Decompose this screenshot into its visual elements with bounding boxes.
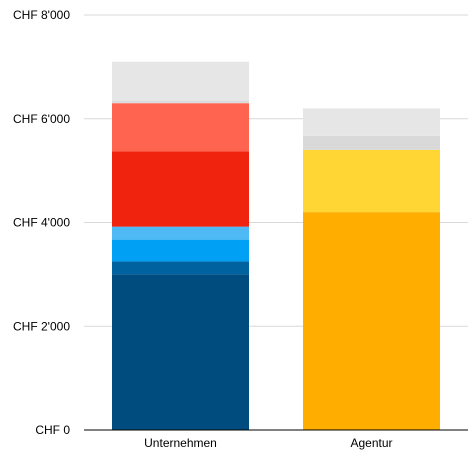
y-tick-label: CHF 8'000 xyxy=(13,8,70,22)
x-category-label: Unternehmen xyxy=(144,436,217,450)
bar-segment xyxy=(112,61,249,101)
x-axis-labels: Unternehmen Agentur xyxy=(144,436,392,450)
bar-segment xyxy=(112,226,249,240)
y-tick-label: CHF 2'000 xyxy=(13,319,70,333)
bar-segment xyxy=(112,103,249,152)
bar-segment xyxy=(303,108,440,136)
y-axis-labels: CHF 0 CHF 2'000 CHF 4'000 CHF 6'000 CHF 8'00… xyxy=(13,8,70,437)
x-category-label: Agentur xyxy=(350,436,392,450)
bar-segment xyxy=(303,135,440,150)
bar-stack-unternehmen xyxy=(112,61,249,430)
bar-segment xyxy=(112,239,249,262)
bar-segment xyxy=(303,149,440,213)
bar-segment xyxy=(303,212,440,430)
y-tick-label: CHF 6'000 xyxy=(13,112,70,126)
bars xyxy=(112,61,440,430)
bar-segment xyxy=(112,274,249,430)
y-tick-label: CHF 0 xyxy=(35,423,70,437)
bar-stack-agentur xyxy=(303,108,440,430)
bar-segment xyxy=(112,151,249,227)
y-tick-label: CHF 4'000 xyxy=(13,216,70,230)
bar-segment xyxy=(112,100,249,104)
bar-segment xyxy=(112,261,249,275)
